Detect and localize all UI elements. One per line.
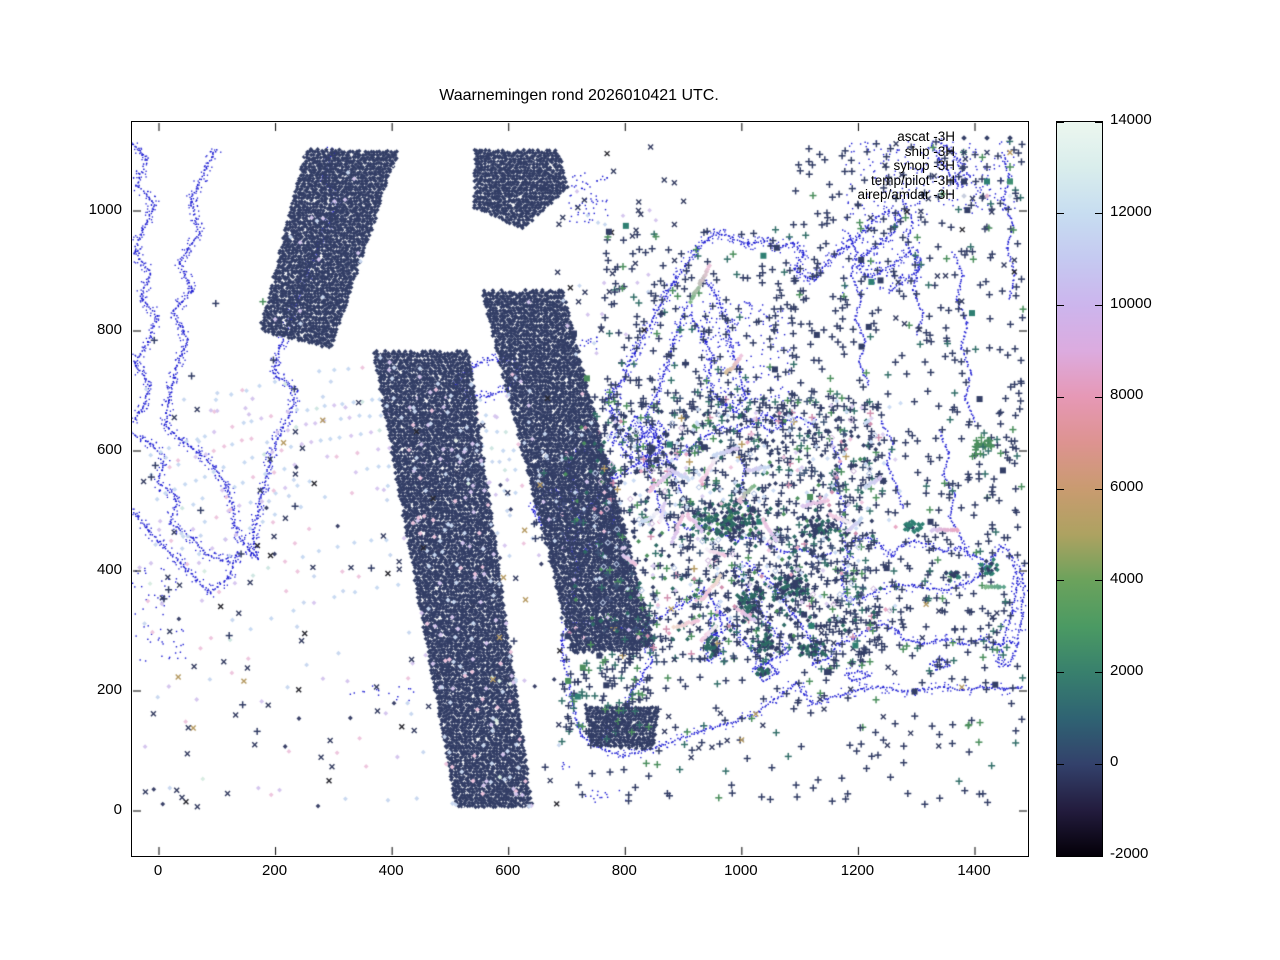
colorbar bbox=[1056, 121, 1103, 857]
colorbar-tick-label: 14000 bbox=[1110, 111, 1152, 128]
colorbar-tick-label: 0 bbox=[1110, 753, 1119, 771]
x-axis-tick-label: 0 bbox=[153, 862, 163, 879]
colorbar-gradient bbox=[1057, 122, 1102, 856]
y-axis-tick-label: 200 bbox=[96, 681, 122, 698]
colorbar-tick bbox=[1057, 213, 1064, 215]
colorbar-tick bbox=[1095, 121, 1102, 123]
x-axis-tick-label: 1000 bbox=[724, 862, 758, 879]
colorbar-tick-label: -2000 bbox=[1110, 845, 1149, 862]
legend-row: synop -3H bbox=[893, 159, 955, 173]
colorbar-tick bbox=[1095, 396, 1102, 398]
colorbar-tick-label: 12000 bbox=[1110, 202, 1152, 220]
x-axis-tick-label: 600 bbox=[495, 862, 521, 879]
colorbar-tick bbox=[1095, 580, 1102, 582]
colorbar-tick bbox=[1057, 121, 1064, 123]
y-axis-tick-label: 800 bbox=[96, 321, 122, 338]
legend-row: temp/pilot -3H bbox=[870, 172, 955, 188]
colorbar-tick bbox=[1057, 488, 1064, 490]
legend-row: airep/amdar -3H bbox=[857, 188, 955, 202]
map-canvas bbox=[132, 122, 1028, 856]
y-axis-tick-label: 400 bbox=[96, 561, 122, 578]
legend-label: temp/pilot -3H bbox=[870, 172, 955, 188]
colorbar-tick bbox=[1095, 488, 1102, 490]
legend-label: ship -3H bbox=[904, 143, 955, 159]
colorbar-tick-label: 6000 bbox=[1110, 478, 1144, 495]
colorbar-tick bbox=[1095, 305, 1102, 306]
colorbar-tick-label: 4000 bbox=[1110, 569, 1144, 587]
x-axis-tick-label: 800 bbox=[611, 862, 637, 879]
chart-title: Waarnemingen rond 2026010421 UTC. bbox=[439, 87, 719, 104]
colorbar-tick bbox=[1095, 763, 1102, 765]
y-axis-tick-label: 600 bbox=[96, 441, 122, 458]
legend-label: ascat -3H bbox=[897, 129, 955, 144]
x-axis-tick-label: 200 bbox=[262, 862, 288, 879]
y-axis-tick-label: 1000 bbox=[88, 201, 122, 218]
legend-label: airep/amdar -3H bbox=[857, 187, 955, 202]
colorbar-tick bbox=[1057, 580, 1064, 582]
legend-row: ascat -3H bbox=[897, 130, 955, 144]
colorbar-tick-label: 2000 bbox=[1110, 661, 1144, 679]
colorbar-tick bbox=[1057, 396, 1064, 398]
x-axis-tick-label: 1200 bbox=[840, 862, 875, 879]
colorbar-tick bbox=[1095, 672, 1102, 673]
colorbar-tick bbox=[1057, 763, 1064, 765]
plot-area bbox=[131, 121, 1029, 857]
y-axis-tick-label: 0 bbox=[113, 801, 122, 818]
colorbar-tick bbox=[1057, 672, 1064, 673]
colorbar-tick bbox=[1057, 855, 1064, 857]
x-axis-tick-label: 400 bbox=[378, 862, 404, 879]
legend-row: ship -3H bbox=[904, 143, 955, 159]
x-axis-tick-label: 1400 bbox=[957, 862, 991, 879]
colorbar-tick bbox=[1095, 855, 1102, 857]
colorbar-tick-label: 8000 bbox=[1110, 386, 1144, 404]
colorbar-tick bbox=[1057, 305, 1064, 306]
colorbar-tick bbox=[1095, 213, 1102, 215]
colorbar-tick-label: 10000 bbox=[1110, 294, 1152, 312]
legend-label: synop -3H bbox=[893, 158, 955, 173]
